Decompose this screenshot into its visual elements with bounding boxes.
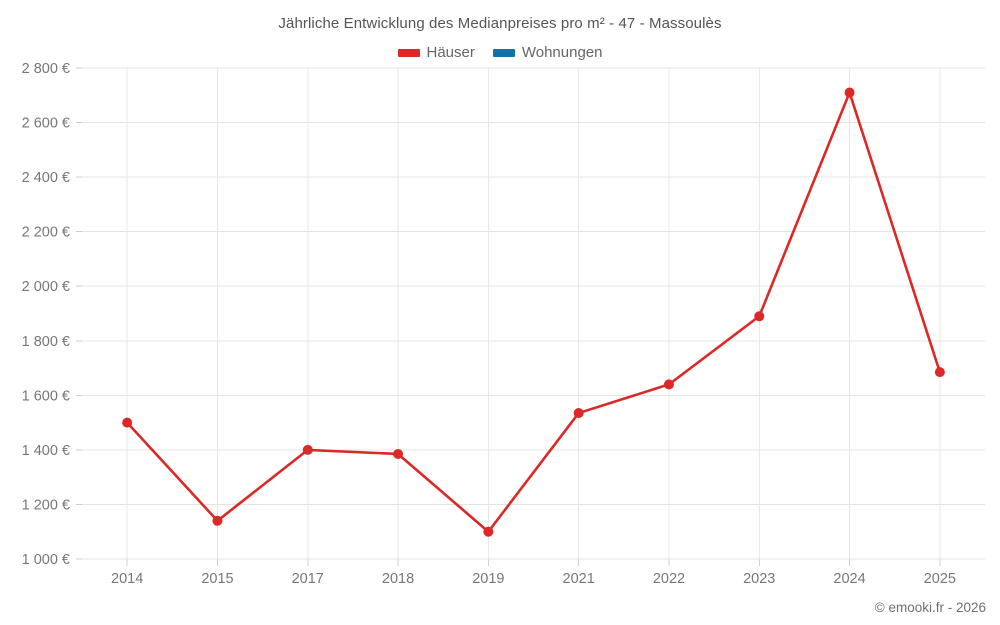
data-point[interactable] — [754, 311, 765, 322]
x-axis-label: 2021 — [563, 571, 595, 587]
legend-item-wohnungen[interactable]: Wohnungen — [492, 44, 603, 61]
data-point[interactable] — [212, 515, 223, 526]
x-axis-label: 2014 — [111, 571, 143, 587]
legend-label-hauser: Häuser — [426, 44, 475, 61]
legend-item-hauser[interactable]: Häuser — [397, 44, 475, 61]
data-point[interactable] — [934, 367, 945, 378]
y-axis-label: 2 600 € — [22, 116, 70, 132]
x-axis-label: 2017 — [292, 571, 324, 587]
x-axis-label: 2023 — [743, 571, 775, 587]
legend-swatch-wohnungen — [492, 48, 515, 57]
x-axis-label: 2019 — [472, 571, 504, 587]
gridlines-group — [82, 67, 985, 560]
data-point[interactable] — [122, 417, 133, 428]
axis-ticks-group — [76, 67, 941, 566]
y-axis-label: 2 800 € — [22, 61, 70, 77]
x-axis-label: 2022 — [653, 571, 685, 587]
y-axis-label: 1 800 € — [22, 334, 70, 350]
series-line-0 — [125, 91, 942, 534]
data-point[interactable] — [393, 448, 404, 459]
chart-title: Jährliche Entwicklung des Medianpreises … — [278, 15, 722, 32]
data-point[interactable] — [483, 526, 494, 537]
data-point[interactable] — [573, 408, 584, 419]
y-axis-label: 2 200 € — [22, 225, 70, 241]
x-axis-label: 2015 — [201, 571, 233, 587]
data-series-group — [122, 87, 945, 537]
x-axis-labels-group: 2014 2015 2017 2018 2019 2021 2022 2023 2024 2025 — [111, 571, 956, 587]
legend-label-wohnungen: Wohnungen — [521, 44, 603, 61]
footer-credit: © emooki.fr - 2026 — [874, 600, 986, 615]
y-axis-label: 2 000 € — [22, 279, 70, 295]
y-axis-label: 1 600 € — [22, 388, 70, 404]
chart-legend: Häuser Wohnungen — [0, 44, 1000, 61]
y-axis-label: 2 400 € — [22, 170, 70, 186]
data-point[interactable] — [663, 379, 674, 390]
legend-swatch-hauser — [397, 48, 420, 57]
vertical-gridlines-group — [126, 68, 941, 559]
y-axis-label: 1 400 € — [22, 443, 70, 459]
data-point[interactable] — [844, 87, 855, 98]
x-axis-label: 2018 — [382, 571, 414, 587]
y-axis-label: 1 200 € — [22, 497, 70, 513]
data-point[interactable] — [302, 444, 313, 455]
x-axis-label: 2025 — [924, 571, 956, 587]
y-axis-labels-group: 1 000 € 1 200 € 1 400 € 1 600 € 1 800 € 2 000… — [22, 61, 70, 568]
x-axis-label: 2024 — [833, 571, 865, 587]
y-axis-label: 1 000 € — [22, 552, 70, 568]
